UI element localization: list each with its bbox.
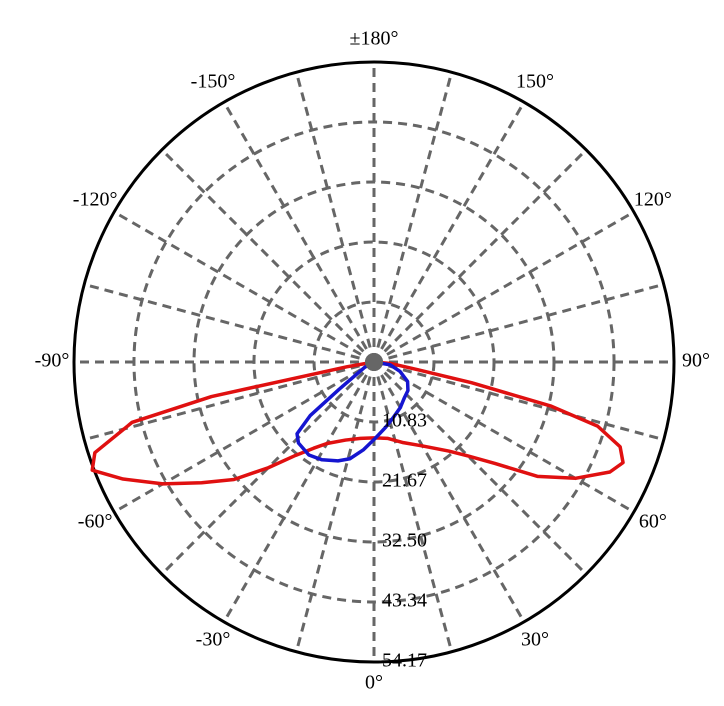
radial-grid-circle (132, 120, 616, 604)
angle-grid-line (222, 101, 376, 363)
angle-tick-label: 120° (634, 189, 672, 211)
angle-grid-line (372, 71, 454, 363)
angle-grid-line (372, 361, 526, 623)
radial-tick-label: 10.83 (382, 410, 427, 432)
angle-grid-line (294, 71, 376, 363)
angle-grid-line (372, 148, 588, 364)
angle-grid-line (222, 361, 376, 623)
angle-tick-label: 0° (365, 672, 383, 694)
radial-tick-label: 32.50 (382, 530, 427, 552)
radial-grid-circle (312, 300, 436, 424)
angle-grid-line (372, 360, 588, 576)
angle-grid-line (372, 101, 526, 363)
radial-grid-circle (252, 240, 496, 484)
angle-tick-label: -30° (196, 628, 231, 650)
angle-tick-label: 30° (521, 628, 549, 650)
angle-grid-line (113, 210, 375, 364)
center-dot (365, 353, 383, 371)
angle-grid-line (160, 148, 376, 364)
angle-grid-line (294, 361, 376, 653)
series-line (295, 360, 410, 463)
angle-grid-line (373, 360, 665, 442)
radial-tick-label: 21.67 (382, 470, 427, 492)
angle-grid-line (113, 360, 375, 514)
angle-tick-label: 90° (682, 350, 710, 372)
angle-tick-label: 60° (639, 511, 667, 533)
angle-grid-line (373, 282, 665, 364)
angle-tick-label: -120° (73, 189, 118, 211)
outer-circle (72, 60, 676, 664)
angle-grid-line (373, 210, 635, 364)
angle-tick-label: -90° (35, 350, 70, 372)
angle-grid-line (83, 360, 375, 442)
series-line (90, 360, 625, 486)
angle-grid-line (373, 360, 635, 514)
radial-tick-label: 43.34 (382, 590, 427, 612)
radial-grid-circle (192, 180, 556, 544)
angle-tick-label: -150° (191, 71, 236, 93)
angle-tick-label: -60° (78, 511, 113, 533)
angle-grid-line (372, 361, 454, 653)
radial-tick-label: 54.17 (382, 650, 427, 672)
angle-tick-label: ±180° (350, 28, 399, 50)
angle-grid-line (83, 282, 375, 364)
angle-tick-label: 150° (516, 71, 554, 93)
